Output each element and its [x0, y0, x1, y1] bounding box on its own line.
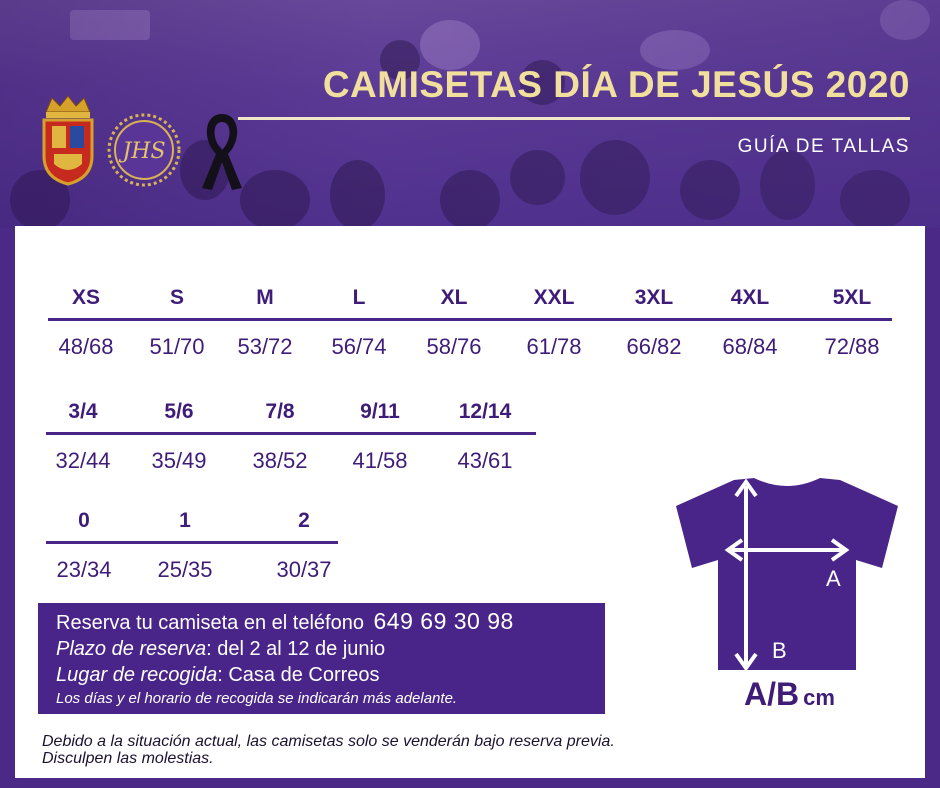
- size-value: 35/49: [151, 448, 207, 473]
- size-label: 0: [78, 509, 90, 532]
- svg-text:JHS: JHS: [118, 139, 165, 164]
- size-value: 48/68: [58, 334, 114, 359]
- label-a: A: [826, 566, 841, 591]
- notice: Debido a la situación actual, las camise…: [42, 733, 615, 767]
- size-value: 61/78: [526, 334, 582, 359]
- measure-unit: cm: [803, 685, 835, 710]
- size-value: 23/34: [56, 557, 112, 582]
- emblems: JHS: [40, 94, 250, 194]
- header-overlay: [0, 0, 940, 228]
- header-banner: [0, 0, 940, 228]
- size-value: 30/37: [276, 557, 332, 582]
- adult-divider: [48, 318, 892, 321]
- size-label: 3/4: [68, 400, 98, 423]
- size-value: 43/61: [457, 448, 513, 473]
- pickup-value: : Casa de Correos: [217, 664, 380, 686]
- size-value: 51/70: [149, 334, 205, 359]
- baby-divider: [46, 541, 338, 544]
- size-label: 3XL: [634, 286, 674, 309]
- pickup-note: Los días y el horario de recogida se ind…: [56, 690, 458, 707]
- size-label: 7/8: [265, 400, 295, 423]
- size-value: 25/35: [157, 557, 213, 582]
- title-divider: [238, 117, 910, 120]
- size-label: 5/6: [164, 400, 194, 423]
- pickup-line: Lugar de recogida: Casa de Correos: [56, 662, 589, 688]
- baby-size-values: 23/34 25/35 30/37: [38, 557, 368, 583]
- reservation-box: Reserva tu camiseta en el teléfono 649 6…: [38, 603, 605, 714]
- child-divider: [46, 432, 536, 435]
- size-label: XS: [71, 286, 100, 309]
- baby-size-labels: 0 1 2: [38, 509, 368, 533]
- deadline-line: Plazo de reserva: del 2 al 12 de junio: [56, 636, 589, 662]
- adult-size-values: 48/68 51/70 53/72 56/74 58/76 61/78 66/8…: [40, 334, 902, 360]
- measure-legend: A/B cm: [744, 676, 835, 713]
- size-value: 72/88: [824, 334, 880, 359]
- deadline-value: : del 2 al 12 de junio: [206, 638, 386, 660]
- page-title: CAMISETAS DÍA DE JESÚS 2020: [322, 64, 910, 105]
- size-label: 4XL: [730, 286, 770, 309]
- size-value: 38/52: [252, 448, 308, 473]
- size-label: L: [352, 286, 366, 309]
- size-value: 53/72: [237, 334, 293, 359]
- size-label: 12/14: [458, 400, 512, 423]
- size-value: 41/58: [352, 448, 408, 473]
- mourning-ribbon-icon: [202, 114, 242, 190]
- pickup-label: Lugar de recogida: [56, 664, 218, 686]
- reservation-line: Reserva tu camiseta en el teléfono 649 6…: [56, 608, 589, 636]
- tshirt-measure-diagram: A B: [676, 478, 898, 672]
- adult-size-labels: XS S M L XL XXL 3XL 4XL 5XL: [40, 286, 902, 310]
- size-value: 32/44: [55, 448, 111, 473]
- size-value: 66/82: [626, 334, 682, 359]
- size-label: S: [169, 286, 184, 309]
- size-value: 58/76: [426, 334, 482, 359]
- child-size-values: 32/44 35/49 38/52 41/58 43/61: [38, 448, 540, 474]
- notice-line: Disculpen las molestias.: [42, 750, 214, 767]
- page-subtitle: GUÍA DE TALLAS: [737, 136, 910, 157]
- notice-line: Debido a la situación actual, las camise…: [42, 733, 615, 750]
- size-label: 1: [179, 509, 191, 532]
- phone-number[interactable]: 649 69 30 98: [373, 608, 514, 634]
- size-label: XXL: [533, 286, 575, 309]
- size-label: 2: [298, 509, 310, 532]
- reservation-text: Reserva tu camiseta en el teléfono: [56, 612, 364, 634]
- coat-of-arms-icon: [42, 95, 94, 186]
- size-label: XL: [440, 286, 468, 309]
- child-size-labels: 3/4 5/6 7/8 9/11 12/14: [38, 400, 540, 424]
- size-value: 68/84: [722, 334, 778, 359]
- jhs-monogram-icon: JHS: [107, 113, 181, 187]
- deadline-label: Plazo de reserva: [56, 638, 207, 660]
- tshirt-icon: [676, 478, 898, 670]
- size-label: 5XL: [832, 286, 872, 309]
- label-b: B: [772, 638, 787, 663]
- size-label: M: [256, 286, 274, 309]
- size-label: 9/11: [360, 400, 400, 423]
- measure-label: A/B: [744, 676, 800, 712]
- size-value: 56/74: [331, 334, 387, 359]
